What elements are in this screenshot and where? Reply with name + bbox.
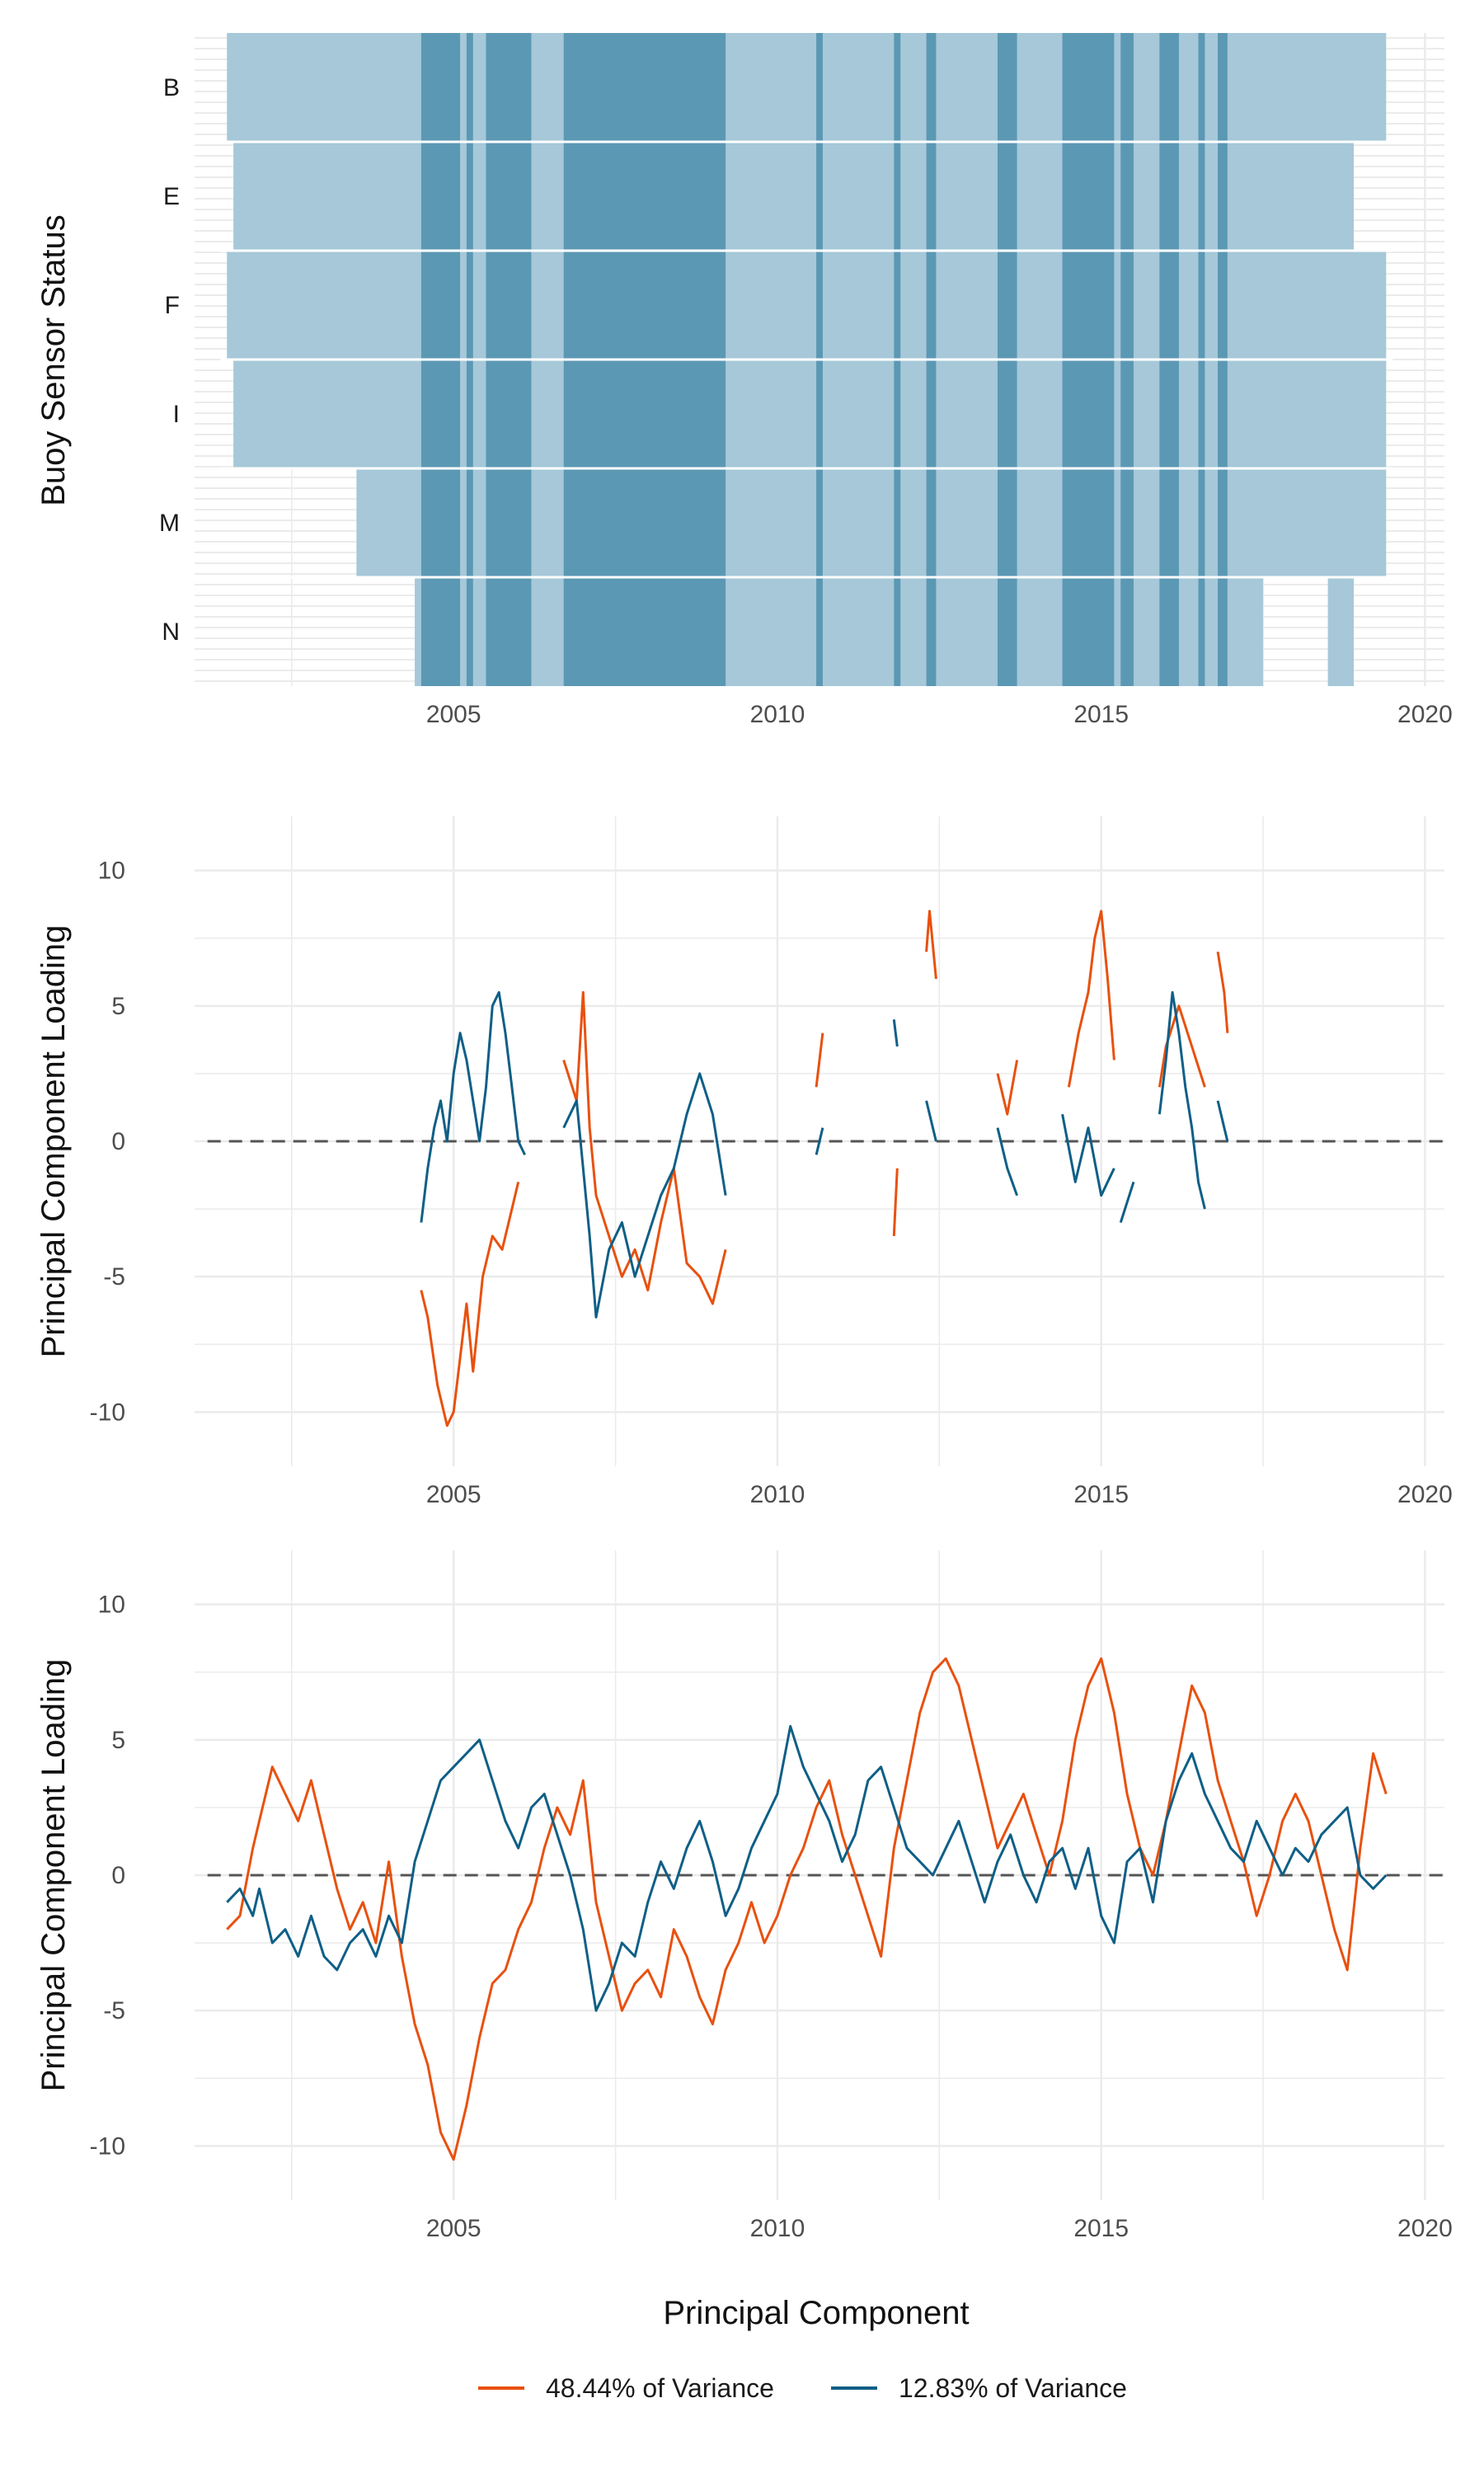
pc-gap-x-tick-labels: 2005 2010 2015 2020 (426, 1481, 1453, 1508)
x-tick-label-2010: 2010 (750, 2215, 805, 2242)
series-line-b (226, 1724, 1388, 2012)
y-tick-label: 5 (111, 1727, 125, 1754)
x-tick-label-2015: 2015 (1073, 2215, 1129, 2242)
y-tick-label: -10 (90, 1399, 125, 1426)
availability-band-F (227, 251, 1387, 360)
y-tick-label: 0 (111, 1128, 125, 1155)
category-label-F: F (165, 292, 180, 319)
category-label-N: N (162, 618, 180, 646)
category-label-E: E (163, 183, 180, 210)
y-tick-label: -5 (103, 1997, 125, 2024)
availability-band-N (1327, 577, 1355, 686)
x-tick-label-2005: 2005 (426, 2215, 481, 2242)
series-line-b (420, 990, 1229, 1319)
pc-gap-y-axis-title: Principal Component Loading (35, 925, 72, 1358)
x-tick-label-2015: 2015 (1073, 1481, 1129, 1508)
y-tick-label: 0 (111, 1862, 125, 1889)
pc-loading-panel-full: 10 5 0 -5 -10 2005 2010 2015 2020 Principal Com… (35, 1550, 1453, 2242)
pc-full-series-lines (226, 1657, 1388, 2161)
y-tick-label: 10 (98, 1592, 125, 1619)
pc-gap-gridlines (195, 816, 1444, 1466)
x-axis-title: Principal Component (663, 2295, 969, 2331)
pc-gap-y-tick-labels: 10 5 0 -5 -10 (90, 858, 125, 1427)
x-tick-label-2020: 2020 (1397, 701, 1453, 728)
y-tick-label: -10 (90, 2132, 125, 2160)
availability-band-B (227, 33, 1387, 142)
series-line-a (226, 1657, 1388, 2161)
x-tick-label-2015: 2015 (1073, 701, 1129, 728)
availability-band-I (233, 360, 1387, 468)
sensor-status-panel: B E F I M N 2005 2010 2015 2020 Buoy Sensor Stat… (35, 33, 1453, 728)
pc-full-x-tick-labels: 2005 2010 2015 2020 (426, 2215, 1453, 2242)
y-tick-label: -5 (103, 1263, 125, 1291)
x-tick-label-2005: 2005 (426, 701, 481, 728)
category-label-B: B (163, 74, 180, 101)
sensor-x-tick-labels: 2005 2010 2015 2020 (426, 701, 1453, 728)
y-tick-label: 5 (111, 993, 125, 1020)
x-tick-label-2010: 2010 (750, 1481, 805, 1508)
category-label-M: M (159, 510, 180, 537)
sensor-group-separators (220, 140, 1393, 579)
series-line-a (420, 910, 1229, 1427)
x-tick-label-2020: 2020 (1397, 2215, 1453, 2242)
y-tick-label: 10 (98, 858, 125, 885)
category-label-I: I (173, 401, 180, 428)
sensor-y-axis-title: Buoy Sensor Status (35, 214, 72, 506)
x-tick-label-2020: 2020 (1397, 1481, 1453, 1508)
legend-label-series-b: 12.83% of Variance (899, 2373, 1127, 2403)
legend-label-series-a: 48.44% of Variance (546, 2373, 774, 2403)
availability-band-N (415, 577, 1264, 686)
x-tick-label-2010: 2010 (750, 701, 805, 728)
pc-gap-series-lines (420, 910, 1229, 1427)
legend: 48.44% of Variance 12.83% of Variance (478, 2373, 1127, 2403)
availability-band-E (233, 142, 1355, 251)
pc-full-y-axis-title: Principal Component Loading (35, 1659, 72, 2092)
pc-loading-panel-sensor-gaps: 10 5 0 -5 -10 2005 2010 2015 2020 Principal Com… (35, 816, 1453, 1508)
sensor-category-labels: B E F I M N (159, 74, 180, 646)
pc-full-y-tick-labels: 10 5 0 -5 -10 (90, 1592, 125, 2161)
x-tick-label-2005: 2005 (426, 1481, 481, 1508)
